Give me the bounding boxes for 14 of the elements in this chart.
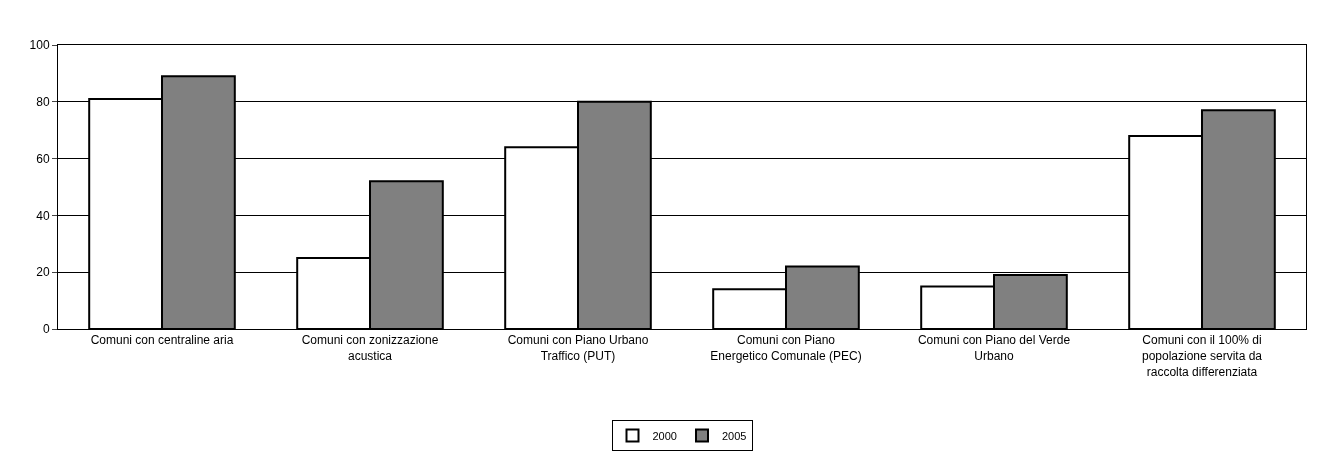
x-tick-label: Comuni con Piano Urbano Traffico (PUT) <box>507 333 649 363</box>
y-tick-label: 20 <box>36 265 50 280</box>
x-tick-label: Comuni con il 100% di popolazione servita da raccolta differenziata <box>1141 333 1263 379</box>
x-tick-label: Comuni con centraline aria <box>90 333 234 348</box>
y-tick-label: 80 <box>36 95 50 109</box>
legend-label: 2000 <box>652 429 677 442</box>
x-tick-label: Comuni con Piano del Verde Urbano <box>917 333 1071 363</box>
y-tick-label: 40 <box>36 208 50 223</box>
x-tick-label: Comuni con Piano Energetico Comunale (PEC) <box>710 333 862 363</box>
legend-label: 2005 <box>721 429 747 442</box>
y-tick-label: 0 <box>42 322 50 337</box>
y-tick-label: 100 <box>29 38 50 53</box>
x-tick-label: Comuni con zonizzazione acustica <box>301 333 439 363</box>
y-tick-label: 60 <box>36 151 50 166</box>
